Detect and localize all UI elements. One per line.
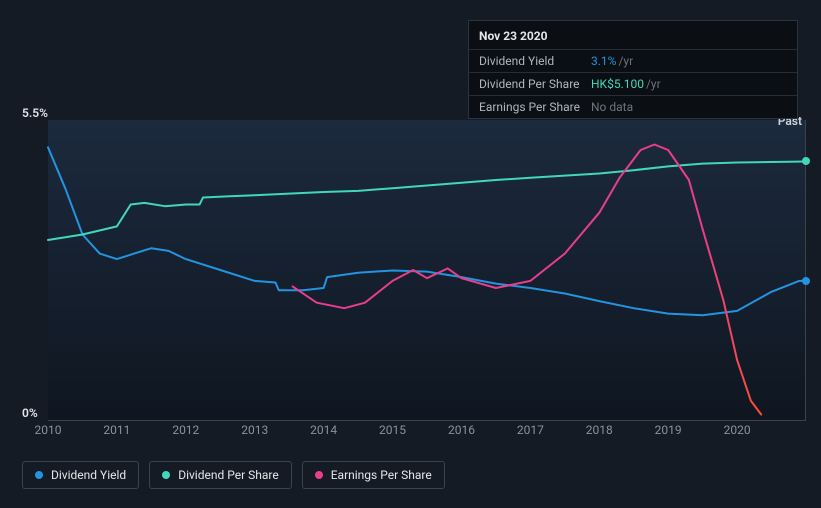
x-axis-tick: 2011 bbox=[103, 423, 130, 437]
x-axis-tick: 2017 bbox=[517, 423, 544, 437]
series-end-dot bbox=[802, 157, 810, 165]
chart-lines-svg bbox=[48, 120, 806, 420]
legend-label: Dividend Yield bbox=[51, 468, 126, 482]
x-axis-tick: 2020 bbox=[724, 423, 751, 437]
chart-plot-area[interactable]: Past bbox=[48, 120, 806, 420]
y-axis-min-label: 0% bbox=[22, 406, 38, 420]
tooltip-row: Dividend Per Share HK$5.100 /yr bbox=[469, 72, 797, 95]
tooltip-unit: /yr bbox=[646, 77, 661, 91]
tooltip-row: Dividend Yield 3.1% /yr bbox=[469, 49, 797, 72]
tooltip-value: HK$5.100 bbox=[591, 77, 644, 91]
tooltip-value: No data bbox=[591, 100, 633, 114]
series-end-dot bbox=[802, 277, 810, 285]
legend-swatch bbox=[162, 471, 170, 479]
x-axis-tick: 2019 bbox=[655, 423, 682, 437]
x-axis-tick: 2015 bbox=[379, 423, 406, 437]
x-axis: 2010201120122013201420152016201720182019… bbox=[48, 423, 806, 447]
legend-label: Earnings Per Share bbox=[331, 468, 432, 482]
legend-item-earnings-per-share[interactable]: Earnings Per Share bbox=[302, 461, 445, 489]
y-axis-max-label: 5.5% bbox=[22, 106, 48, 120]
x-axis-tick: 2018 bbox=[586, 423, 613, 437]
tooltip-unit: /yr bbox=[618, 54, 633, 68]
x-axis-tick: 2010 bbox=[35, 423, 62, 437]
x-axis-tick: 2013 bbox=[241, 423, 268, 437]
x-axis-tick: 2016 bbox=[448, 423, 475, 437]
tooltip-label: Earnings Per Share bbox=[479, 100, 591, 114]
legend-item-dividend-yield[interactable]: Dividend Yield bbox=[22, 461, 139, 489]
chart-tooltip: Nov 23 2020 Dividend Yield 3.1% /yr Divi… bbox=[468, 20, 798, 119]
tooltip-row: Earnings Per Share No data bbox=[469, 95, 797, 118]
x-axis-tick: 2012 bbox=[172, 423, 199, 437]
tooltip-date: Nov 23 2020 bbox=[469, 21, 797, 49]
tooltip-label: Dividend Yield bbox=[479, 54, 591, 68]
legend-swatch bbox=[35, 471, 43, 479]
legend-item-dividend-per-share[interactable]: Dividend Per Share bbox=[149, 461, 292, 489]
tooltip-value: 3.1% bbox=[591, 54, 616, 68]
x-axis-baseline bbox=[48, 420, 806, 421]
legend-label: Dividend Per Share bbox=[178, 468, 279, 482]
legend-swatch bbox=[315, 471, 323, 479]
tooltip-label: Dividend Per Share bbox=[479, 77, 591, 91]
chart-legend: Dividend Yield Dividend Per Share Earnin… bbox=[22, 461, 445, 489]
x-axis-tick: 2014 bbox=[310, 423, 337, 437]
